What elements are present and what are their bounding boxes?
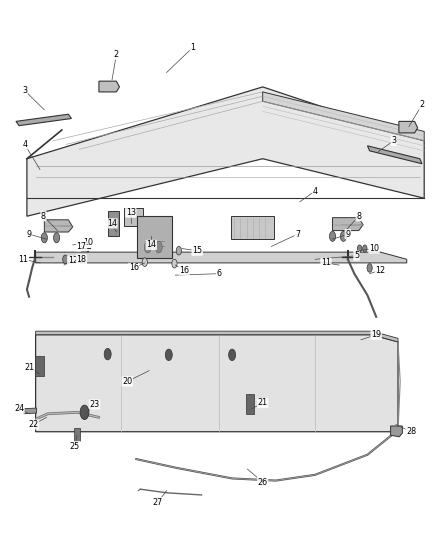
Circle shape [329, 231, 336, 241]
FancyBboxPatch shape [124, 207, 143, 227]
Text: 9: 9 [345, 230, 350, 239]
Polygon shape [44, 220, 73, 232]
Text: 3: 3 [22, 86, 27, 95]
Polygon shape [24, 408, 36, 414]
Text: 4: 4 [313, 187, 318, 196]
Polygon shape [332, 217, 363, 231]
Text: 21: 21 [24, 362, 34, 372]
Text: 14: 14 [107, 219, 117, 228]
Text: 26: 26 [258, 478, 268, 487]
Text: 21: 21 [258, 399, 268, 408]
Text: 27: 27 [153, 498, 163, 507]
Text: 17: 17 [76, 242, 87, 251]
Text: 6: 6 [216, 269, 222, 278]
Polygon shape [35, 331, 398, 342]
Text: 2: 2 [114, 50, 119, 59]
Text: 1: 1 [190, 43, 195, 52]
Polygon shape [367, 146, 422, 164]
Circle shape [145, 241, 151, 253]
Circle shape [41, 233, 47, 243]
Polygon shape [16, 114, 71, 126]
Text: 7: 7 [295, 230, 300, 239]
Text: 24: 24 [14, 404, 24, 413]
Circle shape [367, 264, 372, 272]
Polygon shape [35, 252, 407, 263]
Circle shape [53, 233, 60, 243]
Text: 15: 15 [192, 246, 202, 255]
Text: 8: 8 [356, 212, 361, 221]
Text: 10: 10 [83, 238, 93, 247]
Text: 11: 11 [321, 259, 331, 268]
FancyBboxPatch shape [35, 356, 44, 376]
Polygon shape [263, 92, 424, 141]
Circle shape [357, 245, 362, 252]
Polygon shape [391, 426, 403, 437]
Circle shape [80, 405, 89, 419]
Polygon shape [27, 87, 424, 216]
Text: 11: 11 [18, 255, 28, 264]
Text: 22: 22 [28, 420, 39, 429]
Circle shape [176, 246, 181, 255]
Text: 9: 9 [27, 230, 32, 239]
Circle shape [229, 349, 236, 361]
Text: 4: 4 [22, 140, 27, 149]
Text: 19: 19 [371, 330, 381, 339]
FancyBboxPatch shape [246, 394, 254, 415]
Text: 3: 3 [391, 136, 396, 146]
Polygon shape [399, 122, 418, 133]
FancyBboxPatch shape [74, 428, 80, 441]
Text: 5: 5 [354, 251, 359, 260]
Circle shape [172, 260, 177, 268]
Text: 20: 20 [122, 377, 132, 386]
Text: 28: 28 [406, 427, 416, 436]
Circle shape [165, 349, 172, 361]
Circle shape [155, 241, 162, 253]
Text: 23: 23 [89, 400, 99, 409]
Text: 25: 25 [70, 442, 80, 450]
Text: 13: 13 [126, 208, 136, 217]
Text: 16: 16 [179, 265, 189, 274]
Text: 18: 18 [77, 255, 86, 264]
Circle shape [63, 255, 68, 264]
Polygon shape [35, 335, 398, 432]
Circle shape [340, 231, 346, 241]
FancyBboxPatch shape [231, 216, 275, 239]
Circle shape [78, 256, 82, 263]
Text: 14: 14 [146, 240, 156, 249]
Polygon shape [99, 81, 120, 92]
FancyBboxPatch shape [137, 216, 172, 258]
Text: 8: 8 [41, 212, 46, 221]
Text: 12: 12 [68, 256, 78, 265]
Text: 16: 16 [129, 263, 139, 272]
FancyBboxPatch shape [108, 211, 120, 236]
Text: 12: 12 [375, 265, 385, 274]
Circle shape [104, 349, 111, 360]
Circle shape [363, 245, 367, 252]
Text: 2: 2 [420, 100, 424, 109]
Circle shape [142, 258, 148, 266]
Text: 10: 10 [369, 244, 379, 253]
